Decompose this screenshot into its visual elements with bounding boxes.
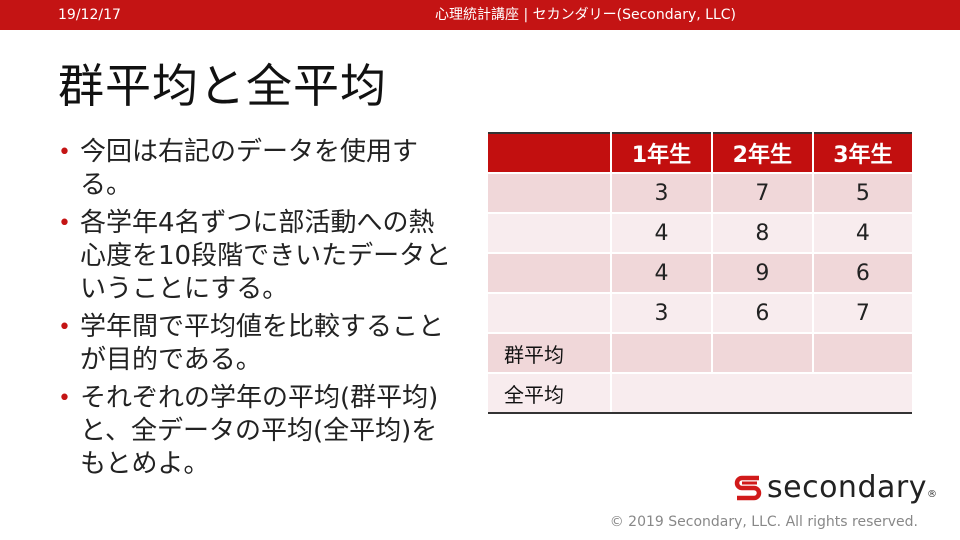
table-cell: 9 — [711, 252, 814, 293]
table-header-row: 1年生 2年生 3年生 — [488, 132, 912, 173]
table-cell: 3 — [611, 292, 713, 333]
group-mean-label: 群平均 — [488, 332, 612, 373]
grand-mean-label: 全平均 — [488, 372, 612, 414]
group-mean-row: 群平均 — [488, 332, 912, 373]
header-cell-grade1: 1年生 — [611, 132, 713, 173]
row-label-cell — [488, 212, 612, 253]
row-label-cell — [488, 252, 612, 293]
row-label-cell — [488, 292, 612, 333]
table-cell: 8 — [711, 212, 814, 253]
secondary-logo-icon — [734, 475, 762, 501]
group-mean-cell-grade2 — [711, 332, 814, 373]
course-title: 心理統計講座 | セカンダリー(Secondary, LLC) — [435, 7, 736, 23]
table-cell: 3 — [611, 172, 713, 213]
header-bar: 19/12/17 心理統計講座 | セカンダリー(Secondary, LLC) — [0, 0, 960, 30]
bullet-item: 学年間で平均値を比較することが目的である。 — [56, 311, 456, 377]
grand-mean-row: 全平均 — [488, 372, 912, 414]
bullet-list: 今回は右記のデータを使用する。 各学年4名ずつに部活動への熱心度を10段階できい… — [56, 136, 456, 486]
table-row: 3 6 7 — [488, 292, 912, 333]
header-cell-empty — [488, 132, 612, 173]
slide-title: 群平均と全平均 — [58, 59, 387, 113]
logo-wordmark: secondary — [767, 469, 927, 505]
slide-date: 19/12/17 — [58, 7, 121, 23]
table-cell: 7 — [711, 172, 814, 213]
copyright-text: © 2019 Secondary, LLC. All rights reserv… — [609, 514, 918, 530]
bullet-item: それぞれの学年の平均(群平均)と、全データの平均(全平均)をもとめよ。 — [56, 382, 456, 481]
table-row: 4 8 4 — [488, 212, 912, 253]
table-row: 4 9 6 — [488, 252, 912, 293]
grand-mean-cell — [611, 372, 912, 414]
group-mean-cell-grade3 — [812, 332, 912, 373]
secondary-logo: secondary ® — [733, 469, 937, 505]
table-cell: 7 — [812, 292, 912, 333]
row-label-cell — [488, 172, 612, 213]
data-table: 1年生 2年生 3年生 3 7 5 4 8 4 4 9 6 3 6 7 — [488, 132, 912, 414]
bullet-item: 各学年4名ずつに部活動への熱心度を10段階できいたデータということにする。 — [56, 207, 456, 306]
table-cell: 6 — [812, 252, 912, 293]
table-cell: 5 — [812, 172, 912, 213]
table-row: 3 7 5 — [488, 172, 912, 213]
table-cell: 4 — [611, 252, 713, 293]
bullet-item: 今回は右記のデータを使用する。 — [56, 136, 456, 202]
header-cell-grade3: 3年生 — [812, 132, 912, 173]
table-cell: 4 — [611, 212, 713, 253]
table-cell: 6 — [711, 292, 814, 333]
registered-mark: ® — [926, 489, 937, 500]
header-cell-grade2: 2年生 — [711, 132, 814, 173]
group-mean-cell-grade1 — [611, 332, 713, 373]
table-cell: 4 — [812, 212, 912, 253]
